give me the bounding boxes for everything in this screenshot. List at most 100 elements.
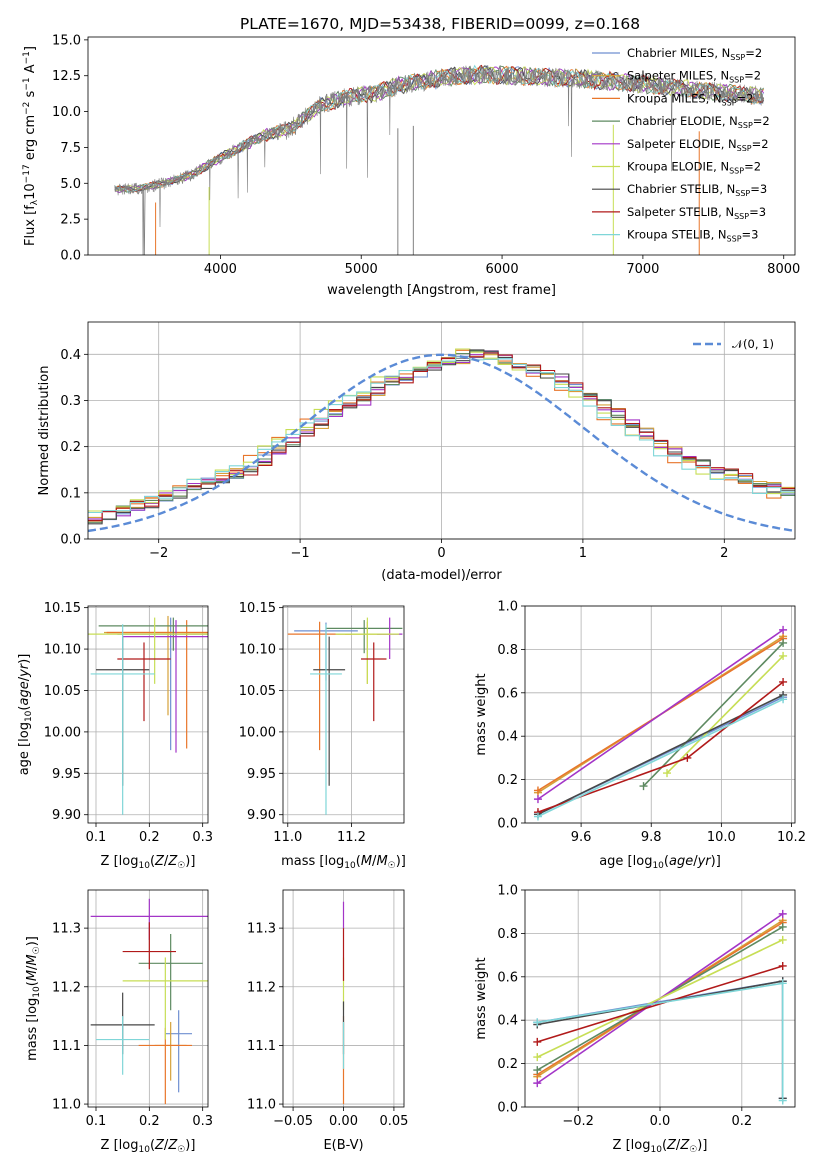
weight-series-line	[537, 965, 783, 1043]
mass-vs-ebv-panel: −0.05 0.00 0.05 11.0 11.1 11.2 11.3 E(B-V)	[247, 889, 408, 1153]
weight-marker	[533, 1018, 542, 1027]
data-point-errorbar	[165, 1010, 192, 1093]
y-tick-label: 9.95	[52, 767, 81, 782]
y-tick-label: 10.15	[239, 601, 276, 616]
y-tick-label: 10.0	[52, 105, 81, 120]
axes-frame	[87, 36, 796, 256]
weight-marker	[533, 1066, 542, 1075]
y-tick-label: 9.90	[247, 808, 276, 823]
x-axis-label: (data-model)/error	[381, 568, 502, 583]
weight-marker	[683, 753, 692, 762]
axes-frame	[282, 605, 405, 824]
axes-frame	[87, 889, 209, 1108]
weight-lines	[533, 625, 788, 821]
axes-frame	[87, 605, 209, 824]
weight-marker	[779, 677, 788, 686]
weight-marker	[533, 1079, 542, 1088]
weight-marker	[779, 625, 788, 634]
spectrum-traces	[114, 64, 765, 255]
y-tick-label: 0.2	[497, 773, 518, 788]
x-tick-label: −0.05	[273, 1114, 313, 1129]
legend-label: Kroupa STELIB, NSSP=3	[627, 228, 758, 244]
data-point-errorbar	[138, 1027, 192, 1105]
y-tick-label: 10.15	[44, 601, 81, 616]
weight-marker	[778, 961, 787, 970]
weight-marker	[779, 651, 788, 660]
legend-label: Kroupa ELODIE, NSSP=2	[627, 160, 761, 176]
weight-marker	[533, 1037, 542, 1046]
y-tick-label: 12.5	[52, 69, 81, 84]
y-tick-label: 11.1	[247, 1039, 276, 1054]
legend-label: Salpeter ELODIE, NSSP=2	[627, 137, 769, 153]
y-tick-label: 11.2	[52, 980, 81, 995]
residuals-legend: 𝒩(0, 1)	[693, 337, 774, 351]
y-tick-label: 9.95	[247, 767, 276, 782]
age-vs-Z-panel: 0.1 0.2 0.3 9.90 9.95 10.00 10.05 10.10 10.15 Z […	[17, 601, 213, 871]
legend-label: Salpeter STELIB, NSSP=3	[627, 205, 766, 221]
y-axis-label: age [log10(age/yr)]	[17, 654, 34, 776]
x-tick-label: 0.1	[86, 1114, 107, 1129]
data-point-errorbar	[310, 624, 342, 815]
y-tick-label: 0.2	[497, 1057, 518, 1072]
y-tick-label: 10.10	[239, 643, 276, 658]
x-tick-label: 7000	[626, 262, 659, 277]
y-tick-label: 0.3	[60, 394, 81, 409]
x-tick-label: 0.3	[192, 1114, 213, 1129]
y-tick-label: 10.05	[44, 684, 81, 699]
x-axis-label: age [log10(age/yr)]	[599, 854, 721, 871]
y-tick-label: 10.00	[44, 725, 81, 740]
x-tick-label: 0.2	[139, 830, 160, 845]
error-bars	[90, 898, 208, 1105]
weight-series-line	[537, 698, 784, 818]
x-axis-label: Z [log10(Z/Z☉)]	[101, 1138, 196, 1155]
data-point-errorbar	[122, 922, 176, 970]
weight-marker	[533, 795, 542, 804]
y-tick-label: 7.5	[60, 141, 81, 156]
x-axis-label: E(B-V)	[323, 1138, 363, 1153]
legend-label: Chabrier STELIB, NSSP=3	[627, 182, 767, 198]
x-tick-label: 0.05	[379, 1114, 408, 1129]
x-tick-label: 8000	[767, 262, 800, 277]
y-tick-label: 0.2	[60, 440, 81, 455]
y-axis-label: Flux [fλ10−17 erg cm−2 s−1 A−1]	[22, 46, 40, 246]
grid-lines	[283, 606, 404, 823]
weight-series-line	[666, 655, 784, 774]
x-tick-label: 11.0	[273, 830, 302, 845]
y-tick-label: 0.4	[60, 348, 81, 363]
residuals-panel: −2 −1 0 1 2 0.0 0.1 0.2 0.3 0.4 (data-model)/error…	[37, 321, 796, 583]
x-tick-label: 0.00	[329, 1114, 358, 1129]
massweight-vs-Z-panel: −0.2 0.0 0.2 0.0 0.2 0.4 0.6 0.8 1.0 Z [log10(Z/Z…	[474, 884, 796, 1155]
x-tick-label: −2	[149, 546, 168, 561]
data-point-errorbar	[106, 620, 208, 749]
age-vs-mass-panel: 11.0 11.2 9.90 9.95 10.00 10.05 10.10 10.15 mass…	[239, 601, 406, 871]
grid-lines	[88, 606, 208, 823]
x-axis-label: mass [log10(M/M☉)]	[281, 854, 406, 871]
weight-marker	[778, 922, 787, 931]
x-tick-label: 4000	[204, 262, 237, 277]
y-tick-label: 1.0	[497, 884, 518, 899]
axes-frame	[524, 605, 796, 824]
data-point-errorbar	[361, 642, 387, 722]
x-tick-label: 0.2	[731, 1114, 752, 1129]
figure-title: PLATE=1670, MJD=53438, FIBERID=0099, z=0…	[240, 15, 640, 33]
weight-marker	[779, 695, 788, 704]
weight-marker	[778, 979, 787, 988]
legend-label: Chabrier MILES, NSSP=2	[627, 46, 762, 62]
x-tick-label: 10.2	[777, 830, 806, 845]
y-axis-label: mass [log10(M/M☉)]	[25, 936, 42, 1061]
observed-spectrum-line	[114, 64, 764, 255]
data-point-errorbar	[122, 957, 208, 1040]
data-point-errorbar	[335, 617, 400, 684]
x-tick-label: 11.2	[337, 830, 366, 845]
x-tick-label: 9.8	[641, 830, 662, 845]
y-tick-label: 0.4	[497, 730, 518, 745]
histogram-series	[88, 349, 795, 525]
x-tick-label: 0.0	[650, 1114, 671, 1129]
weight-marker	[778, 935, 787, 944]
x-tick-label: −1	[291, 546, 310, 561]
weight-marker	[778, 1096, 787, 1105]
y-tick-label: 0.6	[497, 970, 518, 985]
x-tick-label: 1	[579, 546, 587, 561]
y-tick-label: 0.8	[497, 927, 518, 942]
